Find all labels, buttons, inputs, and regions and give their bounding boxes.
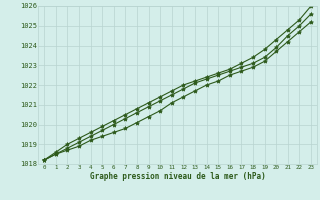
X-axis label: Graphe pression niveau de la mer (hPa): Graphe pression niveau de la mer (hPa) xyxy=(90,172,266,181)
